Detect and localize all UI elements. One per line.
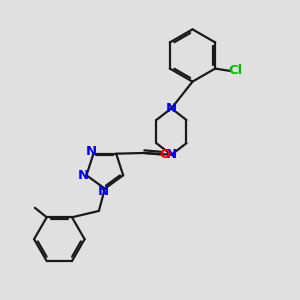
Text: N: N (86, 146, 97, 158)
Text: N: N (166, 148, 177, 161)
Text: N: N (77, 169, 88, 182)
Text: N: N (166, 102, 177, 115)
Text: N: N (98, 184, 109, 197)
Text: O: O (159, 148, 170, 161)
Text: Cl: Cl (228, 64, 242, 77)
